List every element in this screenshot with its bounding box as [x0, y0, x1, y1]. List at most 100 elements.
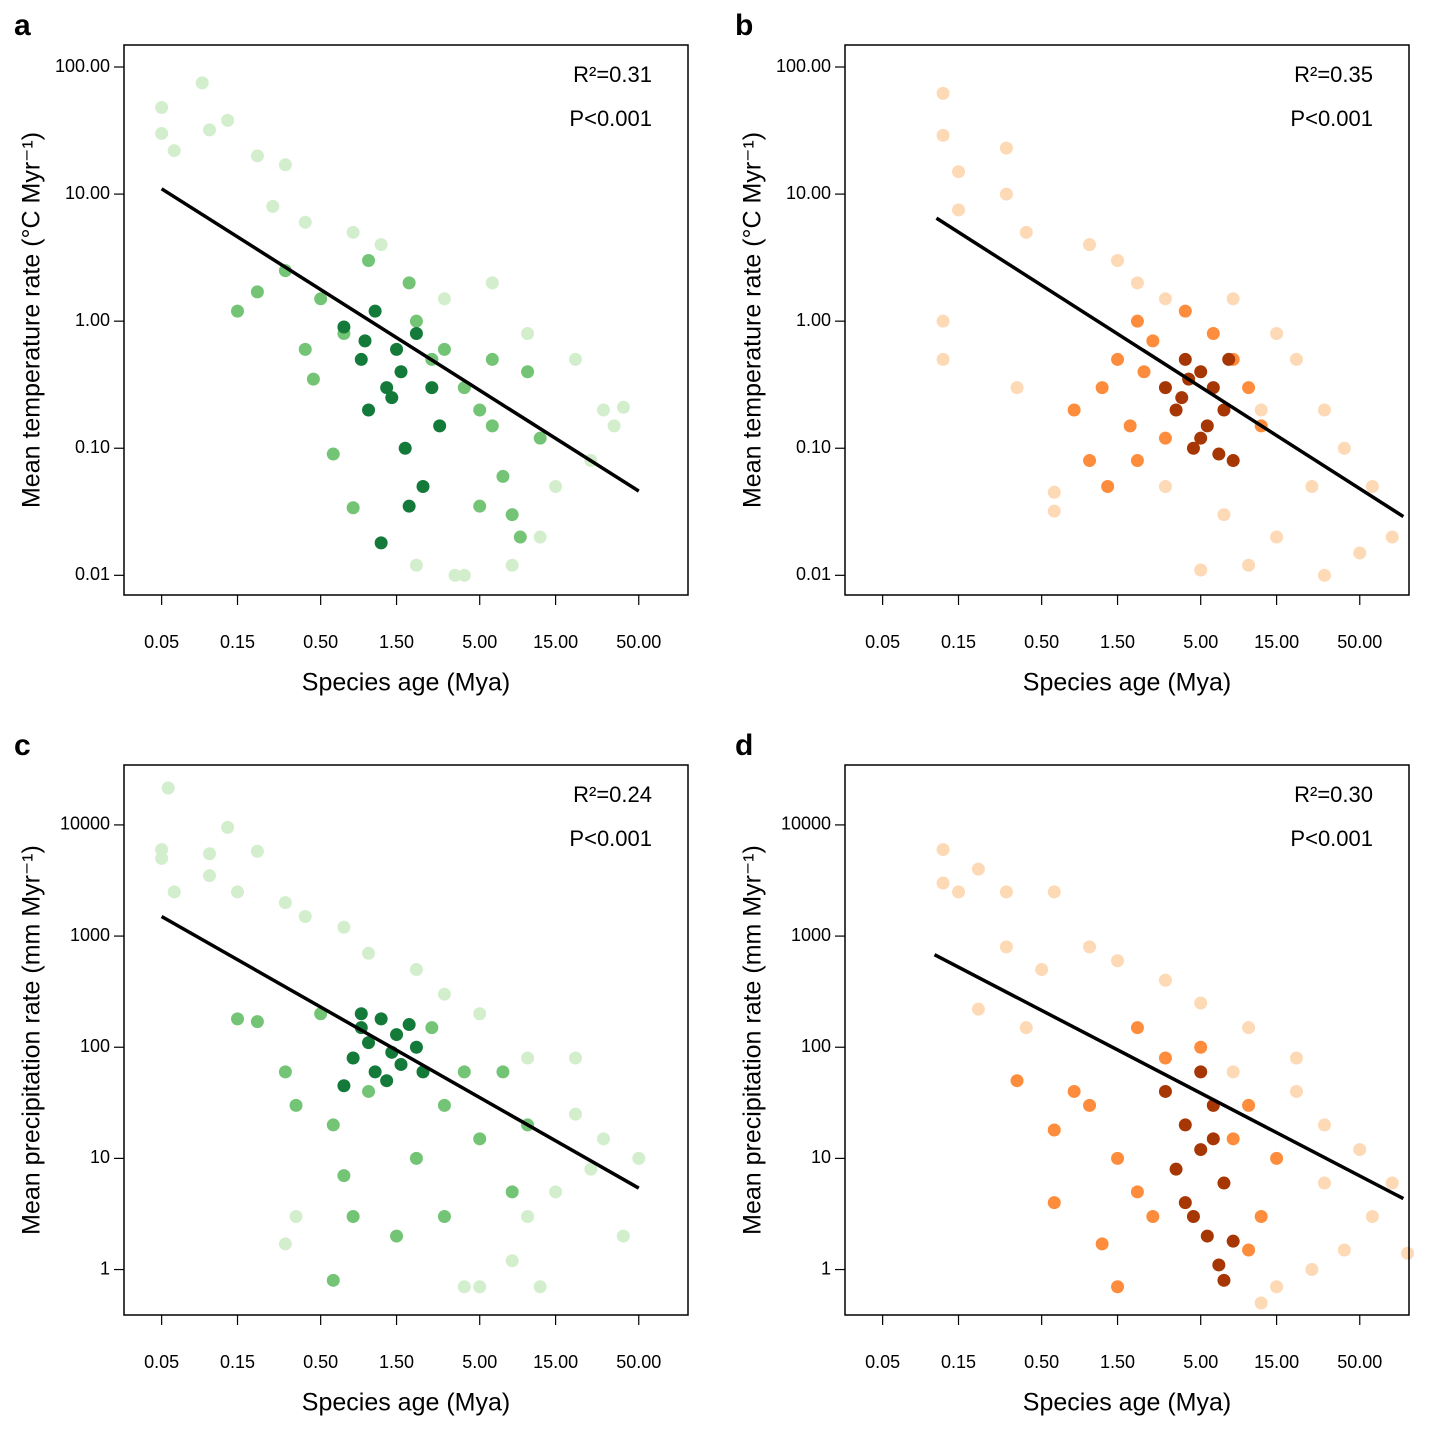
point [314, 292, 328, 306]
point [1242, 1098, 1256, 1112]
point [346, 1051, 360, 1065]
plot-frame [844, 44, 1410, 596]
point [616, 1229, 630, 1243]
point [1130, 454, 1144, 468]
point [385, 391, 399, 405]
point [354, 1007, 368, 1021]
point [1226, 292, 1240, 306]
panel-letter: c [14, 729, 31, 762]
point [632, 1151, 646, 1165]
y-tick-label: 1 [821, 1258, 831, 1278]
point [1178, 1196, 1192, 1210]
point [231, 304, 245, 318]
y-tick-label: 10000 [60, 814, 110, 834]
point [354, 352, 368, 366]
y-tick-label: 0.10 [796, 437, 831, 457]
point [1047, 1196, 1061, 1210]
point [1217, 508, 1231, 522]
x-tick-label: 1.50 [379, 632, 414, 652]
point [505, 558, 519, 572]
point [409, 963, 423, 977]
fit-line [160, 187, 640, 493]
point [1010, 1074, 1024, 1088]
point [1130, 1185, 1144, 1199]
point [337, 1079, 351, 1093]
point [521, 1210, 535, 1224]
panel: d 0.05 0.15 0.50 1.50 5.00 15.00 50.00 1 10 100 100… [735, 729, 1415, 1417]
point [1010, 381, 1024, 395]
point [533, 1280, 547, 1294]
fit-line [935, 216, 1405, 519]
point [1047, 1123, 1061, 1137]
point [568, 1107, 582, 1121]
x-tick-label: 0.15 [941, 632, 976, 652]
point [1317, 403, 1331, 417]
point [473, 499, 487, 513]
x-tick-label: 15.00 [533, 632, 578, 652]
point [337, 320, 351, 334]
point [1217, 1176, 1231, 1190]
point [203, 123, 217, 137]
y-tick-label: 10 [811, 1147, 831, 1167]
point [409, 558, 423, 572]
point [1130, 314, 1144, 328]
point [1047, 504, 1061, 518]
point [161, 781, 175, 795]
x-tick-label: 0.05 [865, 1352, 900, 1372]
point [437, 1210, 451, 1224]
y-tick-label: 100 [801, 1036, 831, 1056]
point [549, 479, 563, 493]
point [289, 1210, 303, 1224]
point [1175, 391, 1189, 405]
point [1365, 1210, 1379, 1224]
point [1270, 326, 1284, 340]
point [457, 1280, 471, 1294]
point [936, 128, 950, 142]
point [1385, 1176, 1399, 1190]
point [380, 381, 394, 395]
x-tick-label: 1.50 [1100, 632, 1135, 652]
point [971, 862, 985, 876]
point [1047, 485, 1061, 499]
point [362, 254, 376, 268]
point [457, 1065, 471, 1079]
point [402, 276, 416, 290]
point [1186, 441, 1200, 455]
annotation: P<0.001 [569, 826, 652, 851]
point [1158, 479, 1172, 493]
point [1047, 885, 1061, 899]
point [1242, 1243, 1256, 1257]
x-tick-label: 1.50 [1100, 1352, 1135, 1372]
point [1270, 1151, 1284, 1165]
point [936, 876, 950, 890]
point [306, 372, 320, 386]
point [1270, 530, 1284, 544]
point [433, 419, 447, 433]
point [390, 342, 404, 356]
point [374, 536, 388, 550]
point [155, 101, 169, 115]
x-axis-label: Species age (Mya) [1023, 669, 1231, 697]
annotation: R²=0.31 [573, 62, 652, 87]
point [425, 381, 439, 395]
point [1289, 352, 1303, 366]
point [1337, 1243, 1351, 1257]
point [1111, 254, 1125, 268]
point [1158, 431, 1172, 445]
y-axis-label: Mean precipitation rate (mm Myr⁻¹) [739, 845, 767, 1235]
point [1353, 546, 1367, 560]
point [1385, 530, 1399, 544]
point [278, 896, 292, 910]
point [409, 326, 423, 340]
point [1194, 996, 1208, 1010]
point [1158, 292, 1172, 306]
point [1226, 454, 1240, 468]
plot-frame [844, 764, 1410, 1316]
panel-letter: d [735, 729, 753, 762]
point [1067, 1084, 1081, 1098]
plot-frame [123, 44, 689, 596]
point [1019, 225, 1033, 239]
y-tick-label: 10000 [781, 814, 831, 834]
point [1194, 1065, 1208, 1079]
point [266, 199, 280, 213]
